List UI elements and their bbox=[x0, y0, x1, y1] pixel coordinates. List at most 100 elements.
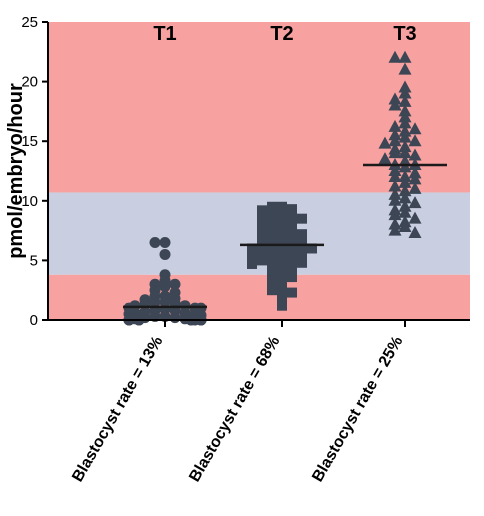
t3-point bbox=[398, 116, 412, 129]
t3-point bbox=[388, 146, 402, 159]
y-tick-label: 0 bbox=[30, 312, 38, 329]
t2-point bbox=[267, 245, 277, 256]
t2-point bbox=[287, 255, 297, 266]
category-label: Blastocyst rate = 13% bbox=[69, 334, 166, 485]
t2-point bbox=[297, 229, 307, 240]
t3-point bbox=[398, 220, 412, 233]
t3-point bbox=[398, 175, 412, 188]
y-tick-label: 25 bbox=[21, 14, 38, 31]
t2-point bbox=[277, 267, 287, 278]
t1-point bbox=[169, 312, 181, 324]
t3-point bbox=[398, 146, 412, 159]
t1-point bbox=[159, 248, 171, 260]
t3-point bbox=[388, 134, 402, 147]
t2-point bbox=[247, 250, 257, 261]
t2-point bbox=[267, 285, 277, 296]
t2-point bbox=[257, 226, 267, 237]
t3-point bbox=[408, 196, 422, 209]
t3-point bbox=[398, 50, 412, 63]
t3-point bbox=[388, 98, 402, 111]
t2-point bbox=[287, 233, 297, 244]
t3-point bbox=[398, 191, 412, 204]
t1-point bbox=[159, 281, 171, 293]
t2-point bbox=[277, 244, 287, 255]
t2-point bbox=[277, 261, 287, 272]
t3-point bbox=[388, 179, 402, 192]
t2-point bbox=[277, 207, 287, 218]
t2-point bbox=[267, 224, 277, 235]
mean-lines bbox=[123, 163, 447, 309]
t2-point bbox=[287, 204, 297, 215]
t3-point bbox=[408, 172, 422, 185]
y-tick-label: 10 bbox=[21, 193, 38, 210]
category-label: Blastocyst rate = 25% bbox=[309, 334, 406, 485]
t3-point bbox=[388, 50, 402, 63]
t2-point bbox=[267, 253, 277, 264]
t2-point bbox=[277, 300, 287, 311]
t3-point bbox=[398, 94, 412, 107]
t3-point bbox=[398, 130, 412, 143]
t2-point bbox=[287, 264, 297, 275]
y-tick-label: 20 bbox=[21, 74, 38, 91]
t3-point bbox=[388, 169, 402, 182]
t3-point bbox=[398, 62, 412, 75]
t1-point bbox=[159, 237, 171, 249]
t2-point bbox=[267, 279, 277, 290]
t2-point bbox=[257, 235, 267, 246]
t1-point bbox=[149, 237, 161, 249]
y-axis-title: pmol/embryo/hour bbox=[5, 83, 27, 259]
t3-point bbox=[408, 211, 422, 224]
axes: 0 5 10 15 20 25 bbox=[21, 14, 470, 329]
t2-point bbox=[247, 258, 257, 269]
t3-point bbox=[398, 160, 412, 173]
t2-point bbox=[277, 275, 287, 286]
t2-point bbox=[297, 249, 307, 260]
t2-point bbox=[247, 243, 257, 254]
t2-point bbox=[267, 231, 277, 242]
t2-point bbox=[307, 243, 317, 254]
t2-point bbox=[277, 281, 287, 292]
t2-point bbox=[287, 210, 297, 221]
t2-point bbox=[267, 201, 277, 212]
t2-point bbox=[257, 212, 267, 223]
t2-point bbox=[257, 248, 267, 259]
t3-point bbox=[388, 223, 402, 236]
t3-point bbox=[378, 136, 392, 149]
category-label: Blastocyst rate = 68% bbox=[186, 334, 283, 485]
t2-point bbox=[297, 236, 307, 247]
t2-point bbox=[257, 255, 267, 266]
t3-point bbox=[378, 152, 392, 165]
t3-point bbox=[408, 122, 422, 135]
t2-point bbox=[297, 213, 307, 224]
t2-point bbox=[287, 287, 297, 298]
t3-point bbox=[398, 86, 412, 99]
t2-point bbox=[277, 201, 287, 212]
t3-point bbox=[408, 134, 422, 147]
t2-point bbox=[257, 219, 267, 230]
t2-point bbox=[277, 251, 287, 262]
t3-point bbox=[388, 208, 402, 221]
t2-point bbox=[297, 242, 307, 253]
t2-point bbox=[287, 225, 297, 236]
t3-point bbox=[408, 148, 422, 161]
t2-point bbox=[287, 219, 297, 230]
t3-point bbox=[408, 225, 422, 238]
t2-point bbox=[267, 269, 277, 280]
t2-point bbox=[277, 231, 287, 242]
group-label-t2: T2 bbox=[270, 23, 293, 45]
group-label-t1: T1 bbox=[153, 23, 176, 45]
t2-point bbox=[277, 216, 287, 227]
t2-point bbox=[287, 247, 297, 258]
t2-point bbox=[287, 272, 297, 283]
t3-point bbox=[408, 181, 422, 194]
t2-point bbox=[277, 291, 287, 302]
t2-point bbox=[277, 237, 287, 248]
t1-point bbox=[149, 296, 161, 308]
t2-point bbox=[267, 262, 277, 273]
y-tick-label: 5 bbox=[30, 252, 38, 269]
t2-point bbox=[267, 207, 277, 218]
t3-point bbox=[398, 205, 412, 218]
t2-point bbox=[267, 217, 277, 228]
group-label-t3: T3 bbox=[393, 23, 416, 45]
t3-point bbox=[398, 184, 412, 197]
